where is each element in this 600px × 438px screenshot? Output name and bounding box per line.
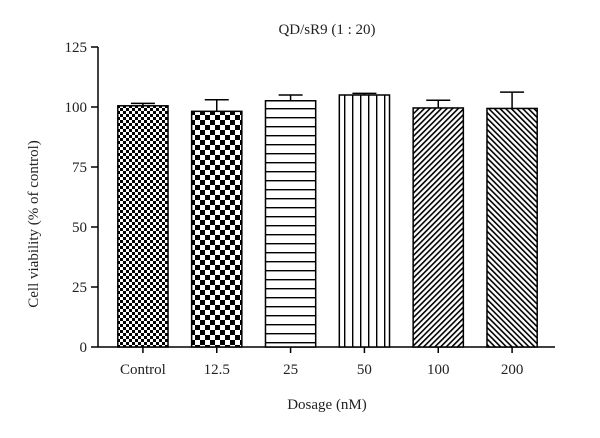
x-tick-label: 200 bbox=[501, 362, 524, 378]
y-tick-label: 50 bbox=[72, 220, 87, 236]
y-tick-label: 0 bbox=[80, 340, 88, 356]
x-axis: Control 12.5 25 50 100 200 bbox=[98, 346, 555, 378]
x-tick-label: 25 bbox=[283, 362, 298, 378]
y-tick-label: 25 bbox=[72, 280, 87, 296]
chart-title: QD/sR9 (1 : 20) bbox=[278, 22, 375, 38]
bar bbox=[117, 105, 169, 348]
y-axis-title: Cell viability (% of control) bbox=[26, 140, 42, 307]
bar bbox=[486, 107, 538, 348]
y-tick-label: 100 bbox=[65, 100, 88, 116]
y-axis: 0 25 50 75 100 125 bbox=[65, 40, 99, 356]
bar bbox=[190, 110, 243, 348]
bar bbox=[264, 100, 317, 348]
x-tick-label: 100 bbox=[427, 362, 450, 378]
x-tick-label: Control bbox=[120, 362, 166, 378]
y-tick-label: 75 bbox=[72, 160, 87, 176]
bars bbox=[117, 91, 538, 348]
bar bbox=[338, 94, 391, 348]
x-tick-label: 12.5 bbox=[204, 362, 230, 378]
x-axis-title: Dosage (nM) bbox=[287, 397, 367, 413]
bar bbox=[412, 107, 465, 348]
x-tick-label: 50 bbox=[357, 362, 372, 378]
y-tick-label: 125 bbox=[65, 40, 88, 56]
